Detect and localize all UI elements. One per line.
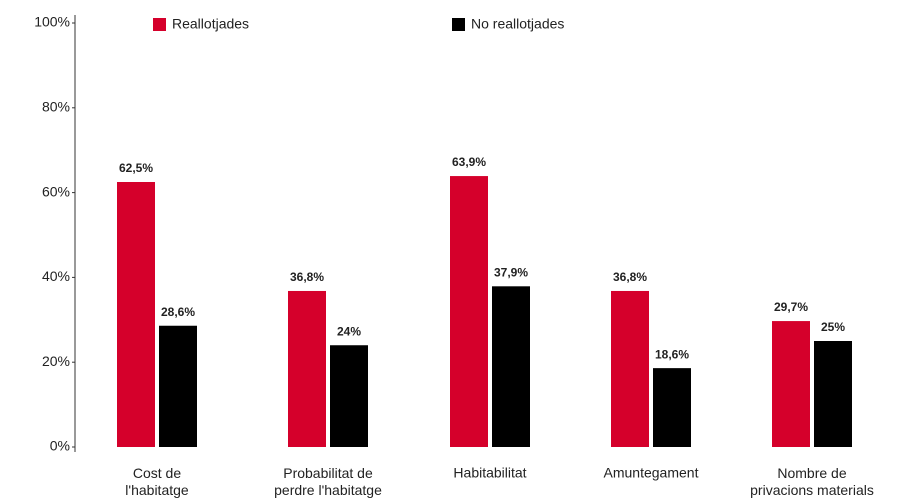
- value-label: 37,9%: [494, 265, 528, 279]
- legend-swatch: [153, 18, 166, 31]
- y-tick-label: 0%: [50, 438, 70, 454]
- bar: [492, 286, 530, 447]
- value-label: 24%: [337, 324, 361, 338]
- x-tick-label: Amuntegament: [604, 465, 699, 481]
- y-tick-label: 80%: [42, 99, 70, 115]
- bar: [159, 325, 197, 447]
- y-tick-label: 100%: [34, 14, 70, 30]
- value-label: 36,8%: [290, 270, 324, 284]
- value-label: 36,8%: [613, 270, 647, 284]
- legend-label: No reallotjades: [471, 16, 564, 32]
- legend-swatch: [452, 18, 465, 31]
- value-label: 28,6%: [161, 305, 195, 319]
- value-label: 18,6%: [655, 347, 689, 361]
- x-tick-label: Cost de l'habitatge: [125, 465, 189, 498]
- bar: [450, 176, 488, 447]
- bar: [288, 290, 326, 447]
- bar: [653, 368, 691, 447]
- x-tick-label: Habitabilitat: [453, 465, 526, 481]
- bar: [611, 290, 649, 447]
- bar: [117, 182, 155, 447]
- y-tick-label: 40%: [42, 268, 70, 284]
- bar: [772, 321, 810, 447]
- value-label: 63,9%: [452, 155, 486, 169]
- value-label: 25%: [821, 320, 845, 334]
- bar: [330, 345, 368, 447]
- bar: [814, 341, 852, 447]
- legend-label: Reallotjades: [172, 16, 249, 32]
- value-label: 29,7%: [774, 300, 808, 314]
- value-label: 62,5%: [119, 161, 153, 175]
- x-tick-label: Nombre de privacions materials: [750, 465, 874, 498]
- y-tick-label: 20%: [42, 353, 70, 369]
- y-tick-label: 60%: [42, 183, 70, 199]
- x-tick-label: Probabilitat de perdre l'habitatge: [274, 465, 382, 498]
